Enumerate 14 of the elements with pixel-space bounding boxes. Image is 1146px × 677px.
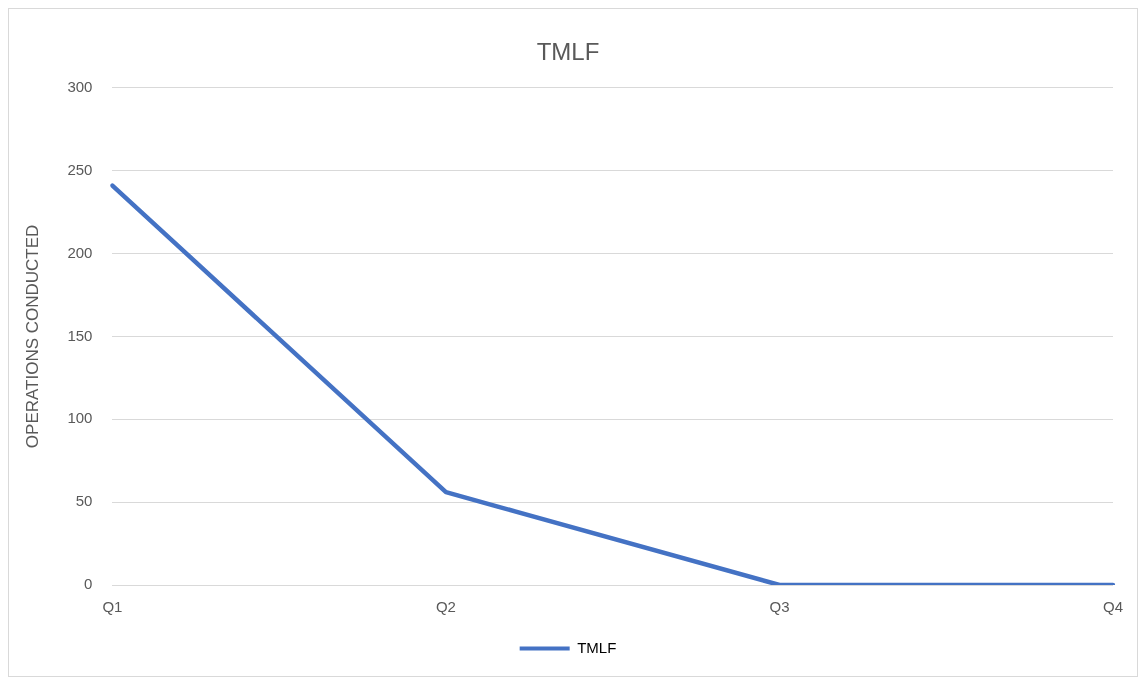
y-tick-label: 250	[67, 160, 93, 178]
x-tick-label: Q3	[769, 598, 790, 616]
y-tick-label: 100	[67, 409, 93, 427]
chart-title: TMLF	[536, 38, 600, 66]
x-tick-label: Q2	[435, 598, 456, 616]
x-tick-label: Q4	[1102, 598, 1123, 616]
y-axis-title: OPERATIONS CONDUCTED	[22, 224, 42, 449]
y-tick-label: 0	[84, 575, 93, 593]
y-tick-label: 150	[67, 326, 93, 344]
legend-label: TMLF	[577, 638, 617, 656]
x-tick-label: Q1	[102, 598, 123, 616]
y-tick-label: 300	[67, 77, 93, 95]
y-tick-label: 50	[75, 492, 93, 510]
y-tick-label: 200	[67, 243, 93, 261]
